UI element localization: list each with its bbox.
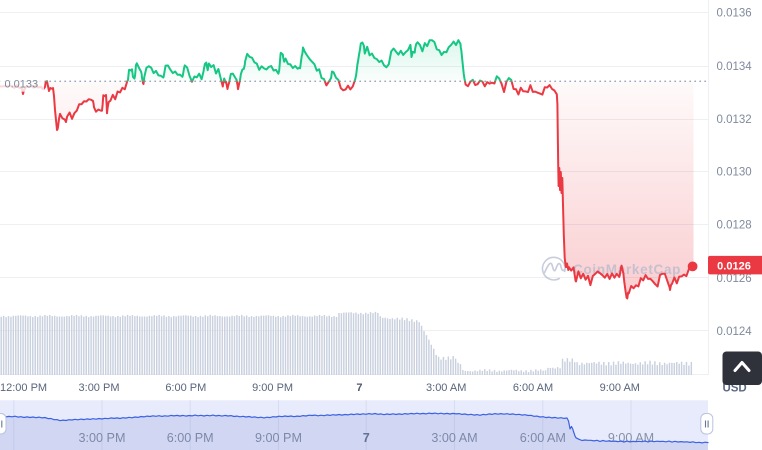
svg-text:6:00 PM: 6:00 PM [167,431,214,445]
svg-text:0.0134: 0.0134 [717,61,753,73]
svg-text:0.0128: 0.0128 [717,220,752,232]
svg-text:0.0126: 0.0126 [717,261,751,273]
svg-text:0.0130: 0.0130 [717,167,752,179]
svg-text:3:00 AM: 3:00 AM [431,431,477,445]
svg-text:USD: USD [722,382,746,394]
svg-text:0.0126: 0.0126 [717,273,752,285]
svg-text:9:00 AM: 9:00 AM [600,382,640,394]
svg-text:7: 7 [356,382,362,394]
svg-text:7: 7 [363,431,370,445]
svg-text:0.0133: 0.0133 [5,79,39,91]
svg-text:9:00 PM: 9:00 PM [255,431,302,445]
svg-text:0.0136: 0.0136 [717,8,752,20]
svg-text:0.0132: 0.0132 [717,114,752,126]
svg-text:3:00 PM: 3:00 PM [79,431,126,445]
svg-text:12:00 PM: 12:00 PM [0,382,47,394]
svg-text:6:00 PM: 6:00 PM [165,382,206,394]
svg-text:6:00 AM: 6:00 AM [513,382,553,394]
svg-text:3:00 PM: 3:00 PM [79,382,120,394]
svg-text:0.0124: 0.0124 [717,326,753,338]
svg-text:3:00 AM: 3:00 AM [426,382,466,394]
svg-text:9:00 PM: 9:00 PM [252,382,293,394]
svg-text:6:00 AM: 6:00 AM [520,431,566,445]
